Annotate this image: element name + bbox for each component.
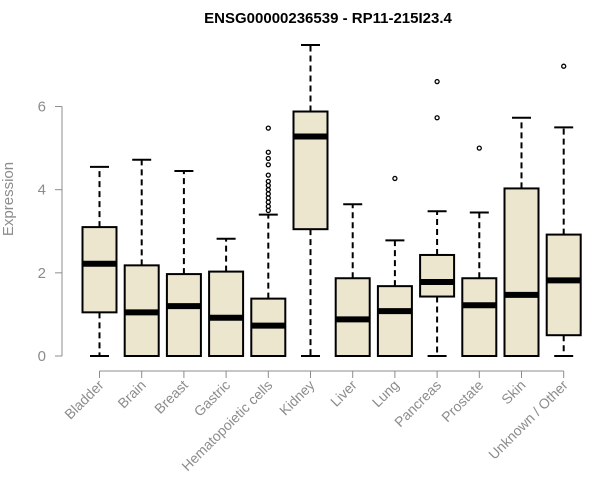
iqr-box <box>81 226 118 314</box>
x-tick-label: Kidney <box>276 377 318 419</box>
x-tick-label: Bladder <box>61 377 107 423</box>
box-pancreas <box>419 78 456 357</box>
box-breast <box>165 169 202 358</box>
y-tick-label: 2 <box>38 265 46 282</box>
x-tick-label: Lung <box>369 377 402 410</box>
x-tick-label: Breast <box>151 377 191 417</box>
outlier-point <box>265 207 271 214</box>
outlier-point <box>265 162 271 168</box>
outlier-point <box>392 175 398 182</box>
iqr-box <box>165 273 202 358</box>
y-axis: 0 2 4 6 <box>38 99 63 365</box>
outlier-point <box>265 125 271 131</box>
box-brain <box>123 158 160 357</box>
outlier-point <box>265 195 271 201</box>
iqr-box <box>545 233 582 337</box>
outlier-point <box>265 191 271 197</box>
outlier-point <box>265 182 271 189</box>
box-prostate <box>461 145 498 358</box>
y-tick-label: 6 <box>38 99 46 116</box>
iqr-box <box>376 285 413 357</box>
box-lung <box>376 175 413 357</box>
iqr-box <box>419 253 456 298</box>
x-tick-label: Skin <box>498 377 529 408</box>
x-tick-label: Liver <box>327 377 360 410</box>
y-axis-label: Expression <box>0 162 17 236</box>
iqr-box <box>503 187 540 357</box>
box-unknown-other <box>545 63 582 357</box>
outlier-point <box>265 187 271 193</box>
outlier-point <box>434 115 440 121</box>
outlier-point <box>265 178 271 185</box>
outlier-point <box>265 149 271 155</box>
x-tick-label: Pancreas <box>391 377 444 430</box>
outlier-point <box>265 199 271 205</box>
box-series <box>81 43 582 358</box>
box-gastric <box>208 237 245 357</box>
outlier-point <box>265 172 271 178</box>
chart-title: ENSG00000236539 - RP11-215I23.4 <box>204 10 452 27</box>
box-kidney <box>292 43 329 357</box>
iqr-box <box>292 110 329 231</box>
outlier-point <box>476 145 482 151</box>
x-tick-label: Prostate <box>438 377 486 425</box>
box-bladder <box>81 165 118 357</box>
outlier-point <box>561 63 567 69</box>
outlier-point <box>265 155 271 162</box>
iqr-box <box>208 270 245 357</box>
x-tick-label: Brain <box>114 377 148 411</box>
box-hematopoietic-cells <box>250 125 287 358</box>
x-tick-label: Unknown / Other <box>485 377 571 463</box>
box-skin <box>503 116 540 357</box>
iqr-box <box>461 277 498 358</box>
outlier-point <box>265 203 271 209</box>
box-liver <box>334 203 371 358</box>
outlier-point <box>434 78 440 85</box>
y-tick-label: 4 <box>38 182 46 199</box>
y-tick-label: 0 <box>38 348 46 365</box>
